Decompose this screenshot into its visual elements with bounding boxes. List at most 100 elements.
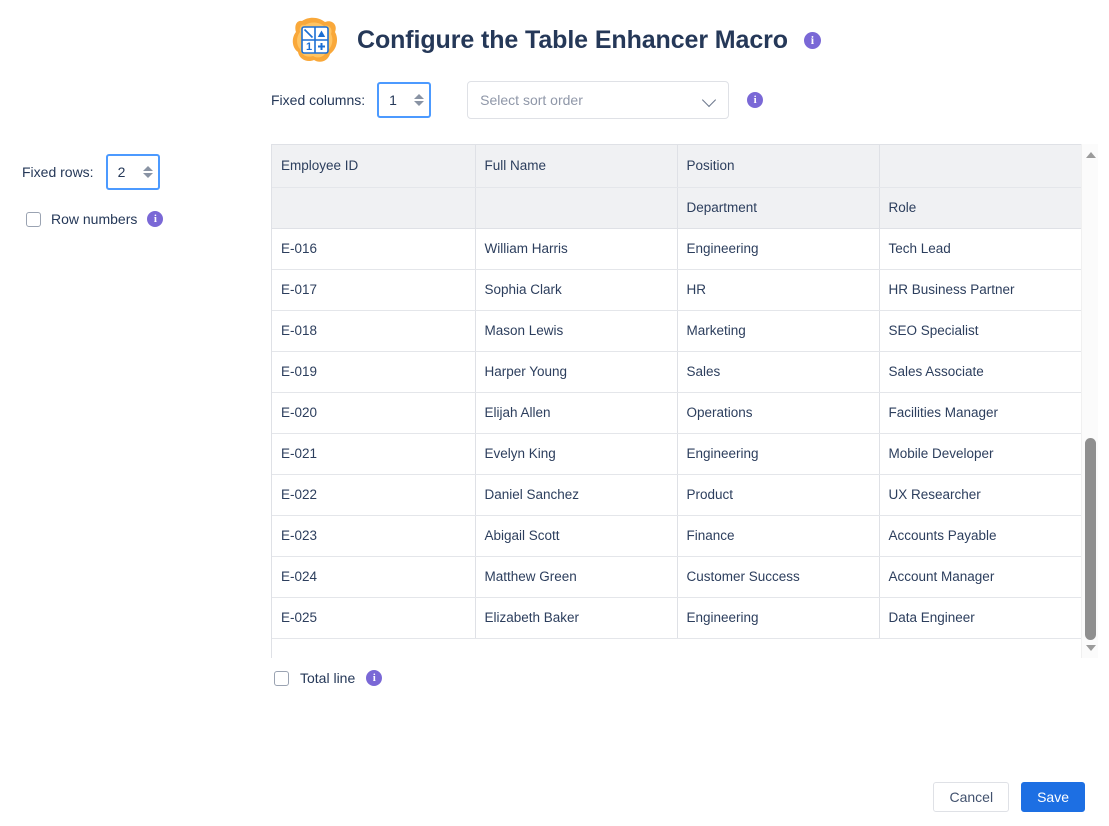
table-cell: E-016 <box>272 227 476 270</box>
fixed-columns-spin-buttons[interactable] <box>414 94 425 106</box>
table-cell: Customer Success <box>677 556 880 598</box>
fixed-columns-input[interactable] <box>387 91 415 109</box>
table-cell: Data Engineer <box>879 597 1081 639</box>
spin-up-icon[interactable] <box>142 166 153 171</box>
table-cell: E-024 <box>272 556 476 598</box>
svg-text:1: 1 <box>306 41 312 53</box>
table-cell: Tech Lead <box>879 227 1081 270</box>
table-cell: E-025 <box>272 597 476 639</box>
sort-order-select[interactable]: Select sort order <box>467 81 730 119</box>
table-cell: HR Business Partner <box>879 269 1081 311</box>
fixed-columns-label: Fixed columns: <box>271 92 366 108</box>
total-line-info-icon[interactable]: i <box>366 670 383 686</box>
table-cell: Finance <box>677 515 880 557</box>
table-cell: Accounts Payable <box>879 515 1081 557</box>
table-head: Employee ID Full Name Position Departmen… <box>272 145 1081 229</box>
header-cell: Full Name <box>475 145 678 188</box>
table-row: E-020 Elijah Allen Operations Facilities Ma… <box>272 392 1081 434</box>
table-row: E-022 Daniel Sanchez Product UX Researcher <box>272 474 1081 516</box>
header-cell <box>879 145 1081 188</box>
table-cell: Facilities Manager <box>879 392 1081 434</box>
spin-down-icon[interactable] <box>414 101 425 106</box>
dialog-footer: Cancel Save <box>933 782 1085 812</box>
table-cell: Product <box>677 474 880 516</box>
chevron-down-icon[interactable] <box>704 94 716 106</box>
fixed-rows-input[interactable] <box>115 163 143 181</box>
title-info-icon[interactable]: i <box>803 31 821 49</box>
cancel-button[interactable]: Cancel <box>933 782 1010 812</box>
table-row: E-023 Abigail Scott Finance Accounts Payabl… <box>272 515 1081 557</box>
table-cell: Harper Young <box>475 351 678 393</box>
table-cell: Matthew Green <box>475 556 678 598</box>
row-numbers-control: Row numbers i <box>26 211 164 227</box>
save-button[interactable]: Save <box>1021 782 1085 812</box>
header-cell: Position <box>677 145 880 188</box>
sort-order-placeholder: Select sort order <box>480 92 583 108</box>
table-cell: Daniel Sanchez <box>475 474 678 516</box>
table-row: E-016 William Harris Engineering Tech Lead <box>272 227 1081 270</box>
table-row: E-024 Matthew Green Customer Success Accoun… <box>272 556 1081 598</box>
header-cell: Role <box>879 187 1081 229</box>
page-title: Configure the Table Enhancer Macro <box>357 25 788 54</box>
table-cell: E-018 <box>272 310 476 352</box>
fixed-rows-control: Fixed rows: <box>22 154 160 190</box>
scroll-down-arrow-icon[interactable] <box>1082 639 1099 656</box>
table-cell: Engineering <box>677 227 880 270</box>
table-row: E-021 Evelyn King Engineering Mobile Develo… <box>272 433 1081 475</box>
scrollbar-thumb[interactable] <box>1085 438 1096 640</box>
table-cell: Mason Lewis <box>475 310 678 352</box>
table-cell: E-023 <box>272 515 476 557</box>
dialog-header: 1 Configure the Table Enhancer Macro i <box>289 14 821 66</box>
table-cell: Elijah Allen <box>475 392 678 434</box>
header-cell <box>475 187 678 229</box>
top-controls: Fixed columns: Select sort order i <box>271 81 764 119</box>
table-cell: Sophia Clark <box>475 269 678 311</box>
row-numbers-label: Row numbers <box>51 211 138 227</box>
header-cell: Employee ID <box>272 145 476 188</box>
table-cell: E-020 <box>272 392 476 434</box>
fixed-rows-label: Fixed rows: <box>22 164 94 180</box>
table-cell: E-017 <box>272 269 476 311</box>
table-cell: Elizabeth Baker <box>475 597 678 639</box>
table-cell: E-021 <box>272 433 476 475</box>
table-cell: HR <box>677 269 880 311</box>
table-body: E-016 William Harris Engineering Tech Lead E… <box>272 227 1081 639</box>
table-row: E-025 Elizabeth Baker Engineering Data Engi… <box>272 597 1081 639</box>
sort-order-info-icon[interactable]: i <box>747 92 764 108</box>
table-header-row-1: Employee ID Full Name Position <box>272 145 1081 188</box>
scroll-up-arrow-icon[interactable] <box>1082 146 1099 163</box>
preview-table-container[interactable]: Employee ID Full Name Position Departmen… <box>271 144 1081 658</box>
fixed-columns-stepper[interactable] <box>377 82 432 118</box>
table-cell: Mobile Developer <box>879 433 1081 475</box>
fixed-rows-stepper[interactable] <box>105 154 160 190</box>
total-line-label: Total line <box>300 670 356 686</box>
table-cell: SEO Specialist <box>879 310 1081 352</box>
header-cell: Department <box>677 187 880 229</box>
preview-table: Employee ID Full Name Position Departmen… <box>272 145 1081 639</box>
table-vertical-scrollbar[interactable] <box>1081 144 1098 658</box>
table-cell: Sales <box>677 351 880 393</box>
table-cell: William Harris <box>475 227 678 270</box>
fixed-rows-spin-buttons[interactable] <box>142 166 154 178</box>
table-cell: Abigail Scott <box>475 515 678 557</box>
table-cell: UX Researcher <box>879 474 1081 516</box>
row-numbers-info-icon[interactable]: i <box>147 211 164 227</box>
table-cell: E-019 <box>272 351 476 393</box>
table-cell: Engineering <box>677 433 880 475</box>
table-enhancer-macro-icon: 1 <box>289 14 341 66</box>
total-line-control: Total line i <box>274 670 383 686</box>
table-cell: Evelyn King <box>475 433 678 475</box>
table-cell: Marketing <box>677 310 880 352</box>
spin-down-icon[interactable] <box>142 173 153 178</box>
row-numbers-checkbox[interactable] <box>26 211 41 227</box>
table-header-row-2: Department Role <box>272 187 1081 229</box>
total-line-checkbox[interactable] <box>274 670 289 686</box>
table-row: E-017 Sophia Clark HR HR Business Partner <box>272 269 1081 311</box>
spin-up-icon[interactable] <box>414 94 425 99</box>
header-cell <box>272 187 476 229</box>
table-cell: Sales Associate <box>879 351 1081 393</box>
table-cell: Engineering <box>677 597 880 639</box>
table-cell: Account Manager <box>879 556 1081 598</box>
table-cell: Operations <box>677 392 880 434</box>
